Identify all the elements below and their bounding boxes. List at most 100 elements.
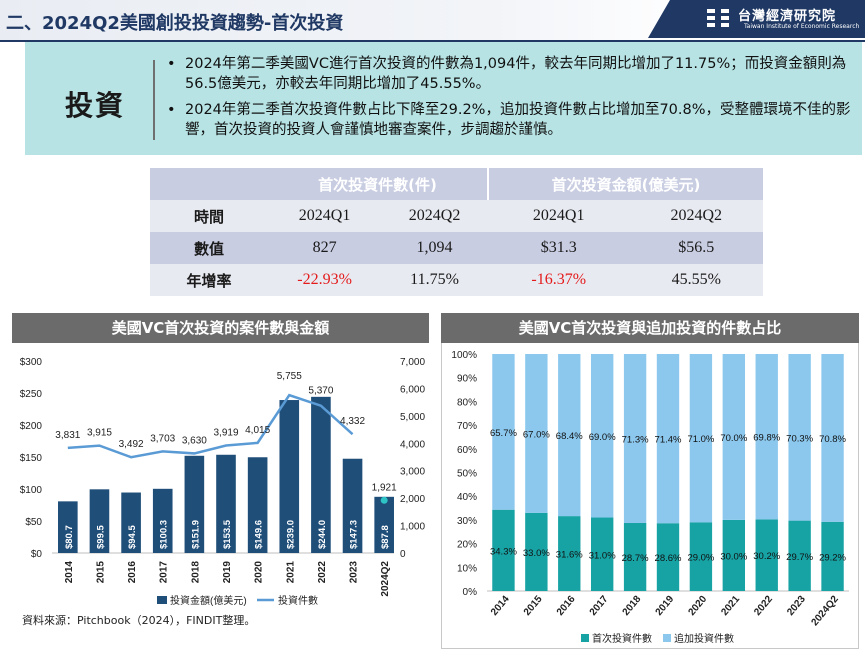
line-series (67, 393, 354, 459)
line-value-label: 4,015 (245, 425, 270, 436)
bar-value-label: 71.3% (622, 434, 649, 445)
x-axis-tick: 2020 (686, 594, 709, 618)
bullet-icon: • (167, 56, 176, 72)
left-axis-tick: $150 (20, 453, 43, 464)
left-axis-tick: $300 (20, 357, 43, 368)
bar-value-label: 28.6% (655, 553, 682, 564)
bar-value-label: $100.3 (159, 520, 170, 549)
x-axis-tick: 2019 (654, 594, 677, 618)
table-header-row: 首次投資件數(件) 首次投資金額(億美元) (150, 168, 763, 200)
bar-value-label: $147.3 (349, 520, 360, 549)
table-row-label: 時間 (150, 200, 268, 232)
legend-swatch (663, 634, 671, 642)
table-row: 年增率 -22.93% 11.75% -16.37% 45.55% (150, 264, 763, 296)
bar (216, 454, 236, 553)
table-cell: 1,094 (381, 232, 488, 264)
x-axis-tick: 2015 (95, 561, 106, 584)
legend-label: 追加投資件數 (674, 632, 734, 645)
table-cell: -22.93% (268, 264, 382, 296)
x-axis-tick: 2014 (489, 594, 512, 618)
line-value-label: 3,630 (182, 435, 207, 446)
left-axis-tick: $50 (25, 517, 42, 528)
summary-box: 投資 • 2024年第二季美國VC進行首次投資的件數為1,094件，較去年同期比… (25, 42, 862, 155)
line-value-label: 5,370 (308, 386, 333, 397)
bar-value-label: 69.8% (753, 433, 780, 444)
bar-first (525, 512, 548, 591)
bar (279, 400, 300, 553)
logo-banner (648, 0, 865, 38)
header-divider (0, 40, 865, 42)
bar-value-label: 68.4% (556, 431, 583, 442)
tier-logo-icon (707, 9, 729, 27)
page-title: 二、2024Q2美國創投投資趨勢-首次投資 (6, 13, 344, 34)
bar-value-label: 28.7% (622, 553, 649, 564)
table-cell: 2024Q2 (629, 200, 763, 232)
table-cell: 827 (268, 232, 382, 264)
right-axis-tick: 3,000 (400, 467, 425, 478)
left-axis-tick: $100 (20, 485, 43, 496)
bar-value-label: $87.8 (380, 525, 391, 549)
x-axis-tick: 2017 (159, 561, 170, 584)
x-axis-tick: 2022 (317, 561, 328, 584)
line-value-label: 1,921 (372, 482, 397, 493)
x-axis-tick: 2014 (64, 561, 75, 584)
bar-first (821, 521, 844, 591)
bar-follow-on (623, 354, 647, 523)
bar-value-label: 34.3% (490, 546, 517, 557)
y-axis-tick: 40% (457, 492, 477, 503)
summary-label: 投資 (65, 89, 126, 122)
bar-follow-on (525, 354, 548, 513)
y-axis-tick: 50% (457, 469, 477, 480)
line-value-label: 5,755 (277, 371, 302, 382)
y-axis-tick: 60% (457, 445, 477, 456)
bar-value-label: $151.9 (190, 520, 201, 549)
table-cell: -16.37% (487, 264, 630, 296)
line-value-label: 3,915 (87, 428, 112, 439)
bar (58, 501, 78, 553)
y-axis-tick: 0% (463, 587, 478, 598)
bar-value-label: 30.2% (753, 551, 780, 562)
right-axis-tick: 0 (400, 549, 406, 560)
legend-label: 投資金額(億美元) (170, 594, 247, 607)
x-axis-tick: 2023 (349, 561, 360, 584)
bar (374, 496, 394, 553)
right-axis-tick: 1,000 (400, 522, 425, 533)
table-row-label: 年增率 (150, 264, 268, 296)
x-axis-tick: 2018 (190, 561, 201, 584)
x-axis-tick: 2020 (254, 561, 265, 584)
line-value-label: 3,831 (55, 430, 80, 441)
bar-value-label: 70.8% (819, 434, 846, 445)
left-chart-title: 美國VC首次投資的案件數與金額 (12, 313, 429, 343)
bar-value-label: $149.6 (254, 520, 265, 549)
line-value-label: 3,919 (213, 428, 238, 439)
bar-follow-on (492, 354, 515, 510)
right-axis-tick: 2,000 (400, 494, 425, 505)
legend-label: 首次投資件數 (592, 632, 652, 645)
y-axis-tick: 10% (457, 563, 477, 574)
bar-value-label: 71.4% (655, 435, 682, 446)
bar-value-label: $244.0 (317, 520, 328, 549)
y-axis-tick: 90% (457, 374, 477, 385)
bar-follow-on (689, 354, 713, 523)
bar-first (788, 520, 811, 591)
x-axis-tick: 2021 (719, 594, 742, 618)
bar (184, 455, 205, 553)
bar (247, 457, 268, 553)
bar-value-label: 71.0% (687, 434, 714, 445)
bar-value-label: 65.7% (490, 428, 517, 439)
bar (89, 489, 110, 553)
summary-bullet: • 2024年第二季美國VC進行首次投資的件數為1,094件，較去年同期比增加了… (163, 54, 858, 94)
table-row: 數值 827 1,094 $31.3 $56.5 (150, 232, 763, 264)
bar-follow-on (590, 354, 614, 518)
bar-value-label: 33.0% (523, 548, 550, 559)
line-value-label: 3,703 (150, 433, 175, 444)
bar-value-label: 29.7% (786, 552, 813, 563)
x-axis-tick: 2024Q2 (380, 561, 391, 597)
bar-value-label: 31.6% (556, 550, 583, 561)
logo-subtext: Taiwan Institute of Economic Research (744, 23, 860, 30)
bar-first (558, 516, 581, 591)
x-axis-tick: 2016 (555, 594, 578, 618)
bar-value-label: $153.5 (222, 519, 233, 549)
table-cell: 2024Q2 (381, 200, 488, 232)
share-chart: 0% 10% 20% 30% 40% 50% 60% 70% 80% 90% 100% 34.3% 65… (451, 350, 849, 645)
